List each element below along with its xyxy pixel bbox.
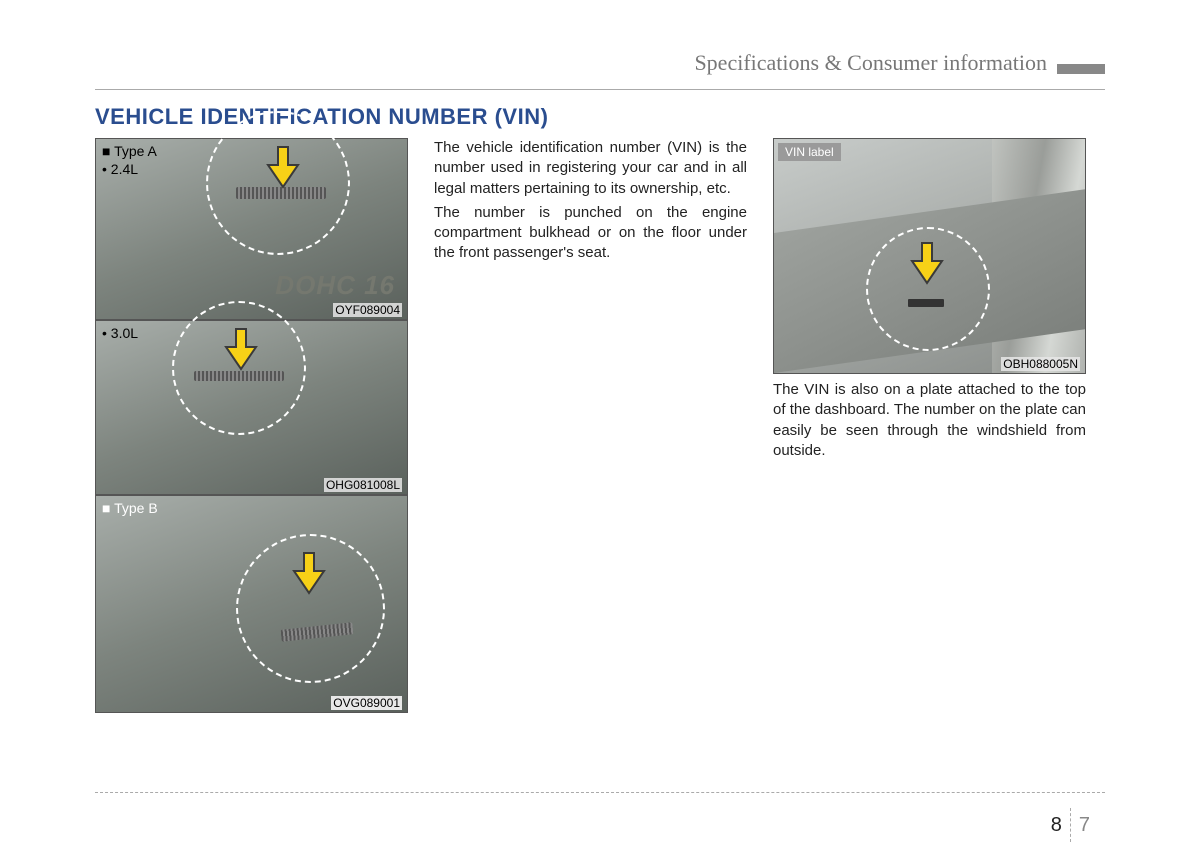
column-figures-left: ■ Type A • 2.4L DOHC 16 OYF089004 • 3.0L bbox=[95, 138, 408, 713]
engine-marking: DOHC 16 bbox=[275, 270, 395, 301]
body-paragraph-3: The VIN is also on a plate attached to t… bbox=[773, 380, 1086, 461]
figure-code: OHG081008L bbox=[324, 478, 402, 492]
body-paragraph-1: The vehicle identification number (VIN) … bbox=[434, 138, 747, 199]
figure-vin-label: VIN label OBH088005N bbox=[773, 138, 1086, 374]
page-section-number: 8 bbox=[1051, 814, 1070, 837]
column-text-middle: The vehicle identification number (VIN) … bbox=[434, 138, 747, 713]
figure-type-a-24l: ■ Type A • 2.4L DOHC 16 OYF089004 bbox=[95, 138, 408, 320]
figure-b-label: • 3.0L bbox=[102, 325, 138, 343]
column-right: VIN label OBH088005N The VIN is also on … bbox=[773, 138, 1086, 713]
footer-divider bbox=[95, 792, 1105, 793]
figure-code: OVG089001 bbox=[331, 696, 402, 710]
page-number: 8 7 bbox=[1051, 809, 1090, 841]
figure-type-b: ■ Type B OVG089001 bbox=[95, 495, 408, 713]
body-paragraph-2: The number is punched on the engine comp… bbox=[434, 203, 747, 264]
vin-plate-icon bbox=[908, 299, 944, 307]
arrow-icon bbox=[224, 327, 258, 371]
header-underline bbox=[95, 89, 1105, 90]
page-page-number: 7 bbox=[1071, 814, 1090, 837]
figure-c-label: ■ Type B bbox=[102, 500, 158, 518]
figure-d-grey-label: VIN label bbox=[778, 143, 841, 161]
arrow-icon bbox=[910, 241, 944, 285]
figure-a-type-label: ■ Type A bbox=[102, 143, 157, 159]
figure-a-label: ■ Type A • 2.4L bbox=[102, 143, 157, 178]
arrow-icon bbox=[292, 551, 326, 595]
vin-plate-icon bbox=[194, 371, 284, 381]
figure-code: OYF089004 bbox=[333, 303, 402, 317]
figure-type-a-30l: • 3.0L OHG081008L bbox=[95, 320, 408, 495]
header-section-title: Specifications & Consumer information bbox=[694, 50, 1047, 79]
header-accent-bar bbox=[1057, 64, 1105, 74]
figure-a-engine-label: • 2.4L bbox=[102, 161, 138, 177]
figure-code: OBH088005N bbox=[1001, 357, 1080, 371]
arrow-icon bbox=[266, 145, 300, 189]
